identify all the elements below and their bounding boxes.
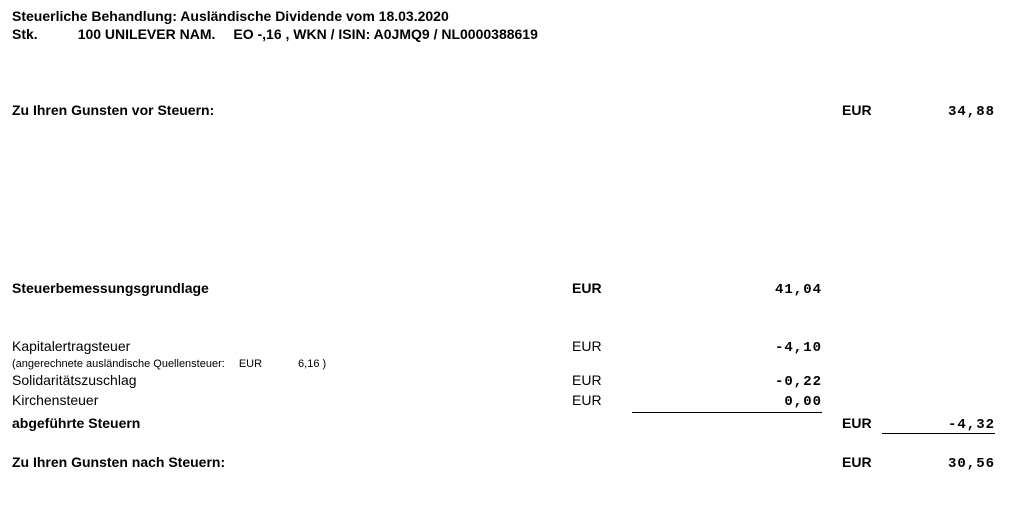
row-capital-gains-tax: Kapitalertragsteuer EUR -4,10 [12,338,1003,356]
currency-deducted-taxes: EUR [822,415,882,431]
row-solidarity-surcharge: Solidaritätszuschlag EUR -0,22 [12,372,1003,390]
row-tax-basis: Steuerbemessungsgrundlage EUR 41,04 [12,280,1003,298]
label-deducted-taxes: abgeführte Steuern [12,415,572,431]
doc-title: Steuerliche Behandlung: Ausländische Div… [12,8,1003,24]
label-church-tax: Kirchensteuer [12,392,572,408]
currency-tax-basis: EUR [572,280,632,296]
subtitle-part-isin: EO -,16 , WKN / ISIN: A0JMQ9 / NL0000388… [233,26,538,42]
row-after-tax: Zu Ihren Gunsten nach Steuern: EUR 30,56 [12,454,1003,472]
subtitle-part-stk: Stk. [12,26,38,42]
subtitle-part-security: 100 UNILEVER NAM. [78,26,216,42]
value-church-tax: 0,00 [632,394,822,413]
value-solidarity-surcharge: -0,22 [632,374,822,390]
row-before-tax: Zu Ihren Gunsten vor Steuern: EUR 34,88 [12,102,1003,120]
row-deducted-taxes: abgeführte Steuern EUR -4,32 [12,415,1003,433]
row-foreign-withholding-note: (angerechnete ausländische Quellensteuer… [12,358,1003,370]
currency-solidarity-surcharge: EUR [572,372,632,388]
value-deducted-taxes: -4,32 [882,417,1003,433]
value-before-tax: 34,88 [882,104,1003,120]
row-sum-divider [12,433,1003,436]
value-tax-basis: 41,04 [632,282,822,298]
value-after-tax: 30,56 [882,456,1003,472]
currency-church-tax: EUR [572,392,632,408]
label-capital-gains-tax: Kapitalertragsteuer [12,338,572,354]
note-value: 6,16 ) [298,358,326,370]
value-capital-gains-tax: -4,10 [632,340,822,356]
label-after-tax: Zu Ihren Gunsten nach Steuern: [12,454,572,470]
note-text: (angerechnete ausländische Quellensteuer… [12,358,225,370]
currency-before-tax: EUR [822,102,882,118]
currency-capital-gains-tax: EUR [572,338,632,354]
label-before-tax: Zu Ihren Gunsten vor Steuern: [12,102,572,118]
doc-subtitle: Stk. 100 UNILEVER NAM. EO -,16 , WKN / ISI… [12,26,1003,42]
currency-after-tax: EUR [822,454,882,470]
row-church-tax: Kirchensteuer EUR 0,00 [12,392,1003,413]
label-tax-basis: Steuerbemessungsgrundlage [12,280,572,296]
note-foreign-withholding: (angerechnete ausländische Quellensteuer… [12,358,572,370]
note-currency: EUR [239,358,262,370]
label-solidarity-surcharge: Solidaritätszuschlag [12,372,572,388]
